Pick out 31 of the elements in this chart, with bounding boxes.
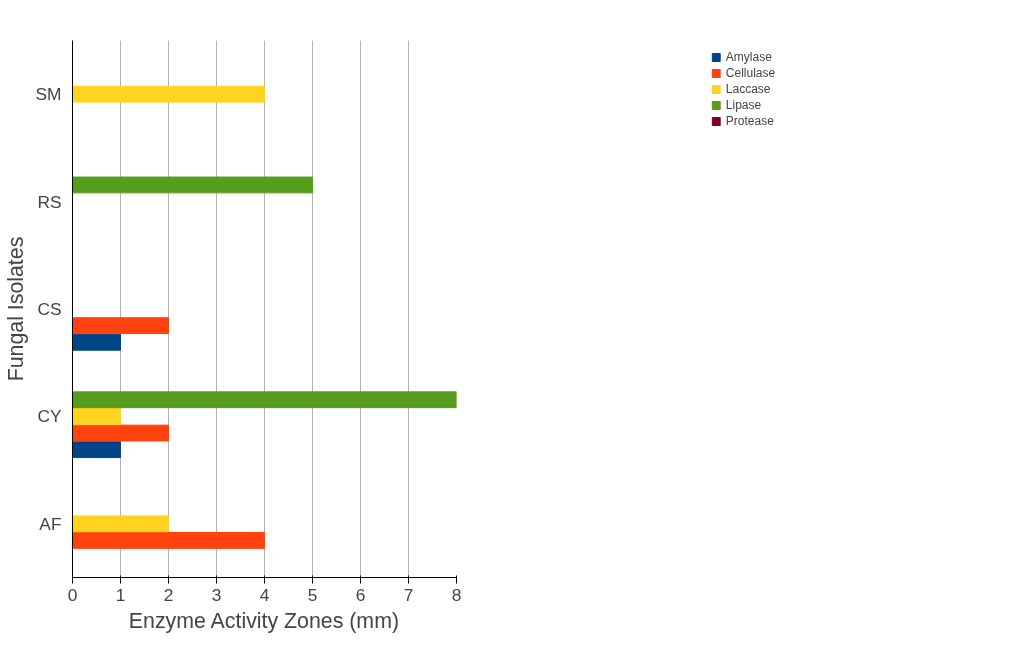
bar (72, 424, 169, 442)
x-tick-label: 2 (163, 584, 174, 605)
y-tick-label: CY (37, 406, 62, 427)
bar (72, 333, 121, 351)
legend-label: Protease (725, 114, 774, 128)
x-tick-label: 5 (307, 584, 318, 605)
x-axis-title: Enzyme Activity Zones (mm) (128, 608, 400, 633)
bar (72, 317, 169, 335)
y-axis-title: Fungal Isolates (3, 236, 28, 382)
bar (72, 407, 121, 425)
x-tick-label: 6 (355, 584, 366, 605)
x-tick-label: 3 (211, 584, 222, 605)
legend-label: Amylase (725, 50, 772, 64)
legend-label: Lipase (725, 98, 762, 112)
legend-label: Laccase (725, 82, 771, 96)
bar (72, 532, 265, 549)
bar (72, 515, 169, 533)
y-tick-label: CS (37, 299, 62, 319)
x-tick-label: 0 (67, 584, 78, 605)
x-tick-label: 1 (115, 584, 126, 605)
legend-label: Cellulase (725, 66, 776, 80)
y-tick-label: SM (35, 84, 62, 105)
x-tick-label: 7 (403, 584, 414, 605)
bar (72, 85, 265, 103)
x-tick-label: 8 (451, 584, 462, 605)
bar (72, 176, 313, 194)
bar (72, 391, 457, 409)
y-tick-label: RS (37, 191, 62, 212)
bar (72, 441, 121, 459)
y-tick-label: AF (39, 513, 62, 534)
x-tick-label: 4 (259, 584, 270, 605)
